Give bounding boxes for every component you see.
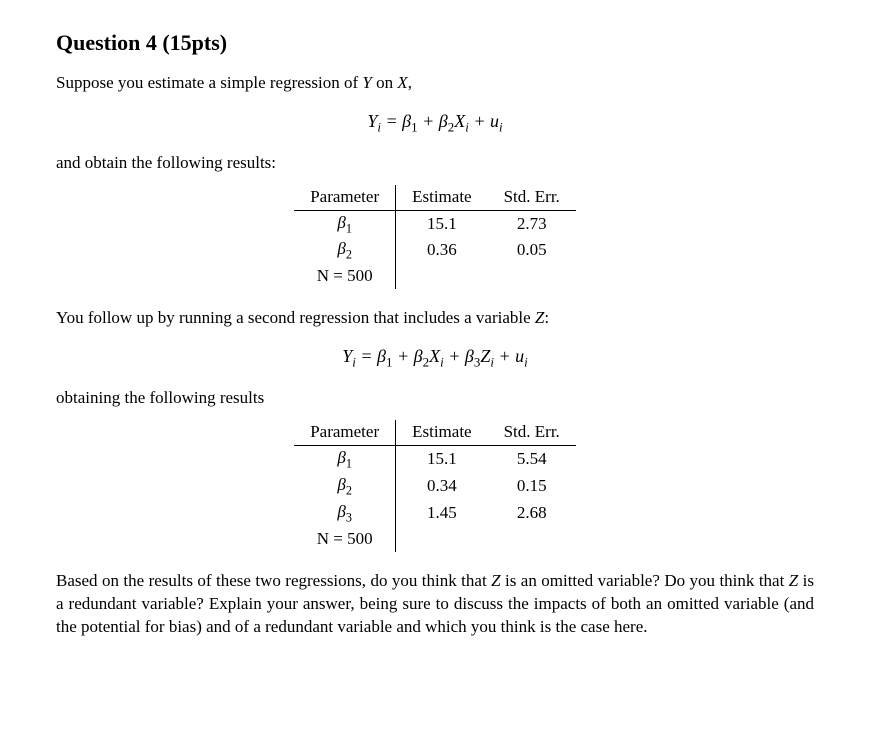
table-row: β1 15.1 2.73 [294,210,576,237]
est-cell: 1.45 [396,500,488,527]
after-eq2-text: obtaining the following results [56,387,814,410]
regression-table-1: Parameter Estimate Std. Err. β1 15.1 2.7… [294,185,576,290]
col-estimate: Estimate [396,185,488,210]
param-cell: β3 [294,500,395,527]
empty-cell [488,264,576,289]
empty-cell [488,527,576,552]
col-estimate: Estimate [396,420,488,445]
est-cell: 0.36 [396,237,488,264]
param-cell: β2 [294,473,395,500]
param-cell: β1 [294,446,395,473]
col-parameter: Parameter [294,420,395,445]
table-row: β1 15.1 5.54 [294,446,576,473]
page: Question 4 (15pts) Suppose you estimate … [0,0,870,744]
table-n-row: N = 500 [294,527,576,552]
param-cell: β1 [294,210,395,237]
n-cell: N = 500 [294,264,395,289]
est-cell: 15.1 [396,210,488,237]
est-cell: 15.1 [396,446,488,473]
regression-table-2: Parameter Estimate Std. Err. β1 15.1 5.5… [294,420,576,552]
equation-2: Yi = β1 + β2Xi + β3Zi + ui [56,344,814,371]
after-eq1-text: and obtain the following results: [56,152,814,175]
param-cell: β2 [294,237,395,264]
followup-text: You follow up by running a second regres… [56,307,814,330]
se-cell: 5.54 [488,446,576,473]
table-row: β2 0.34 0.15 [294,473,576,500]
followup-span: You follow up by running a second regres… [56,308,549,327]
intro-text: Suppose you estimate a simple regression… [56,72,814,95]
intro-span: Suppose you estimate a simple regression… [56,73,412,92]
question-title: Question 4 (15pts) [56,28,814,58]
equation-1: Yi = β1 + β2Xi + ui [56,109,814,136]
table2-wrap: Parameter Estimate Std. Err. β1 15.1 5.5… [56,420,814,552]
empty-cell [396,264,488,289]
empty-cell [396,527,488,552]
n-cell: N = 500 [294,527,395,552]
table1-wrap: Parameter Estimate Std. Err. β1 15.1 2.7… [56,185,814,290]
table-row: β2 0.36 0.05 [294,237,576,264]
est-cell: 0.34 [396,473,488,500]
table-header-row: Parameter Estimate Std. Err. [294,185,576,210]
question-paragraph: Based on the results of these two regres… [56,570,814,639]
table-header-row: Parameter Estimate Std. Err. [294,420,576,445]
se-cell: 2.73 [488,210,576,237]
se-cell: 0.05 [488,237,576,264]
table-n-row: N = 500 [294,264,576,289]
se-cell: 0.15 [488,473,576,500]
col-stderr: Std. Err. [488,420,576,445]
col-parameter: Parameter [294,185,395,210]
se-cell: 2.68 [488,500,576,527]
table-row: β3 1.45 2.68 [294,500,576,527]
col-stderr: Std. Err. [488,185,576,210]
